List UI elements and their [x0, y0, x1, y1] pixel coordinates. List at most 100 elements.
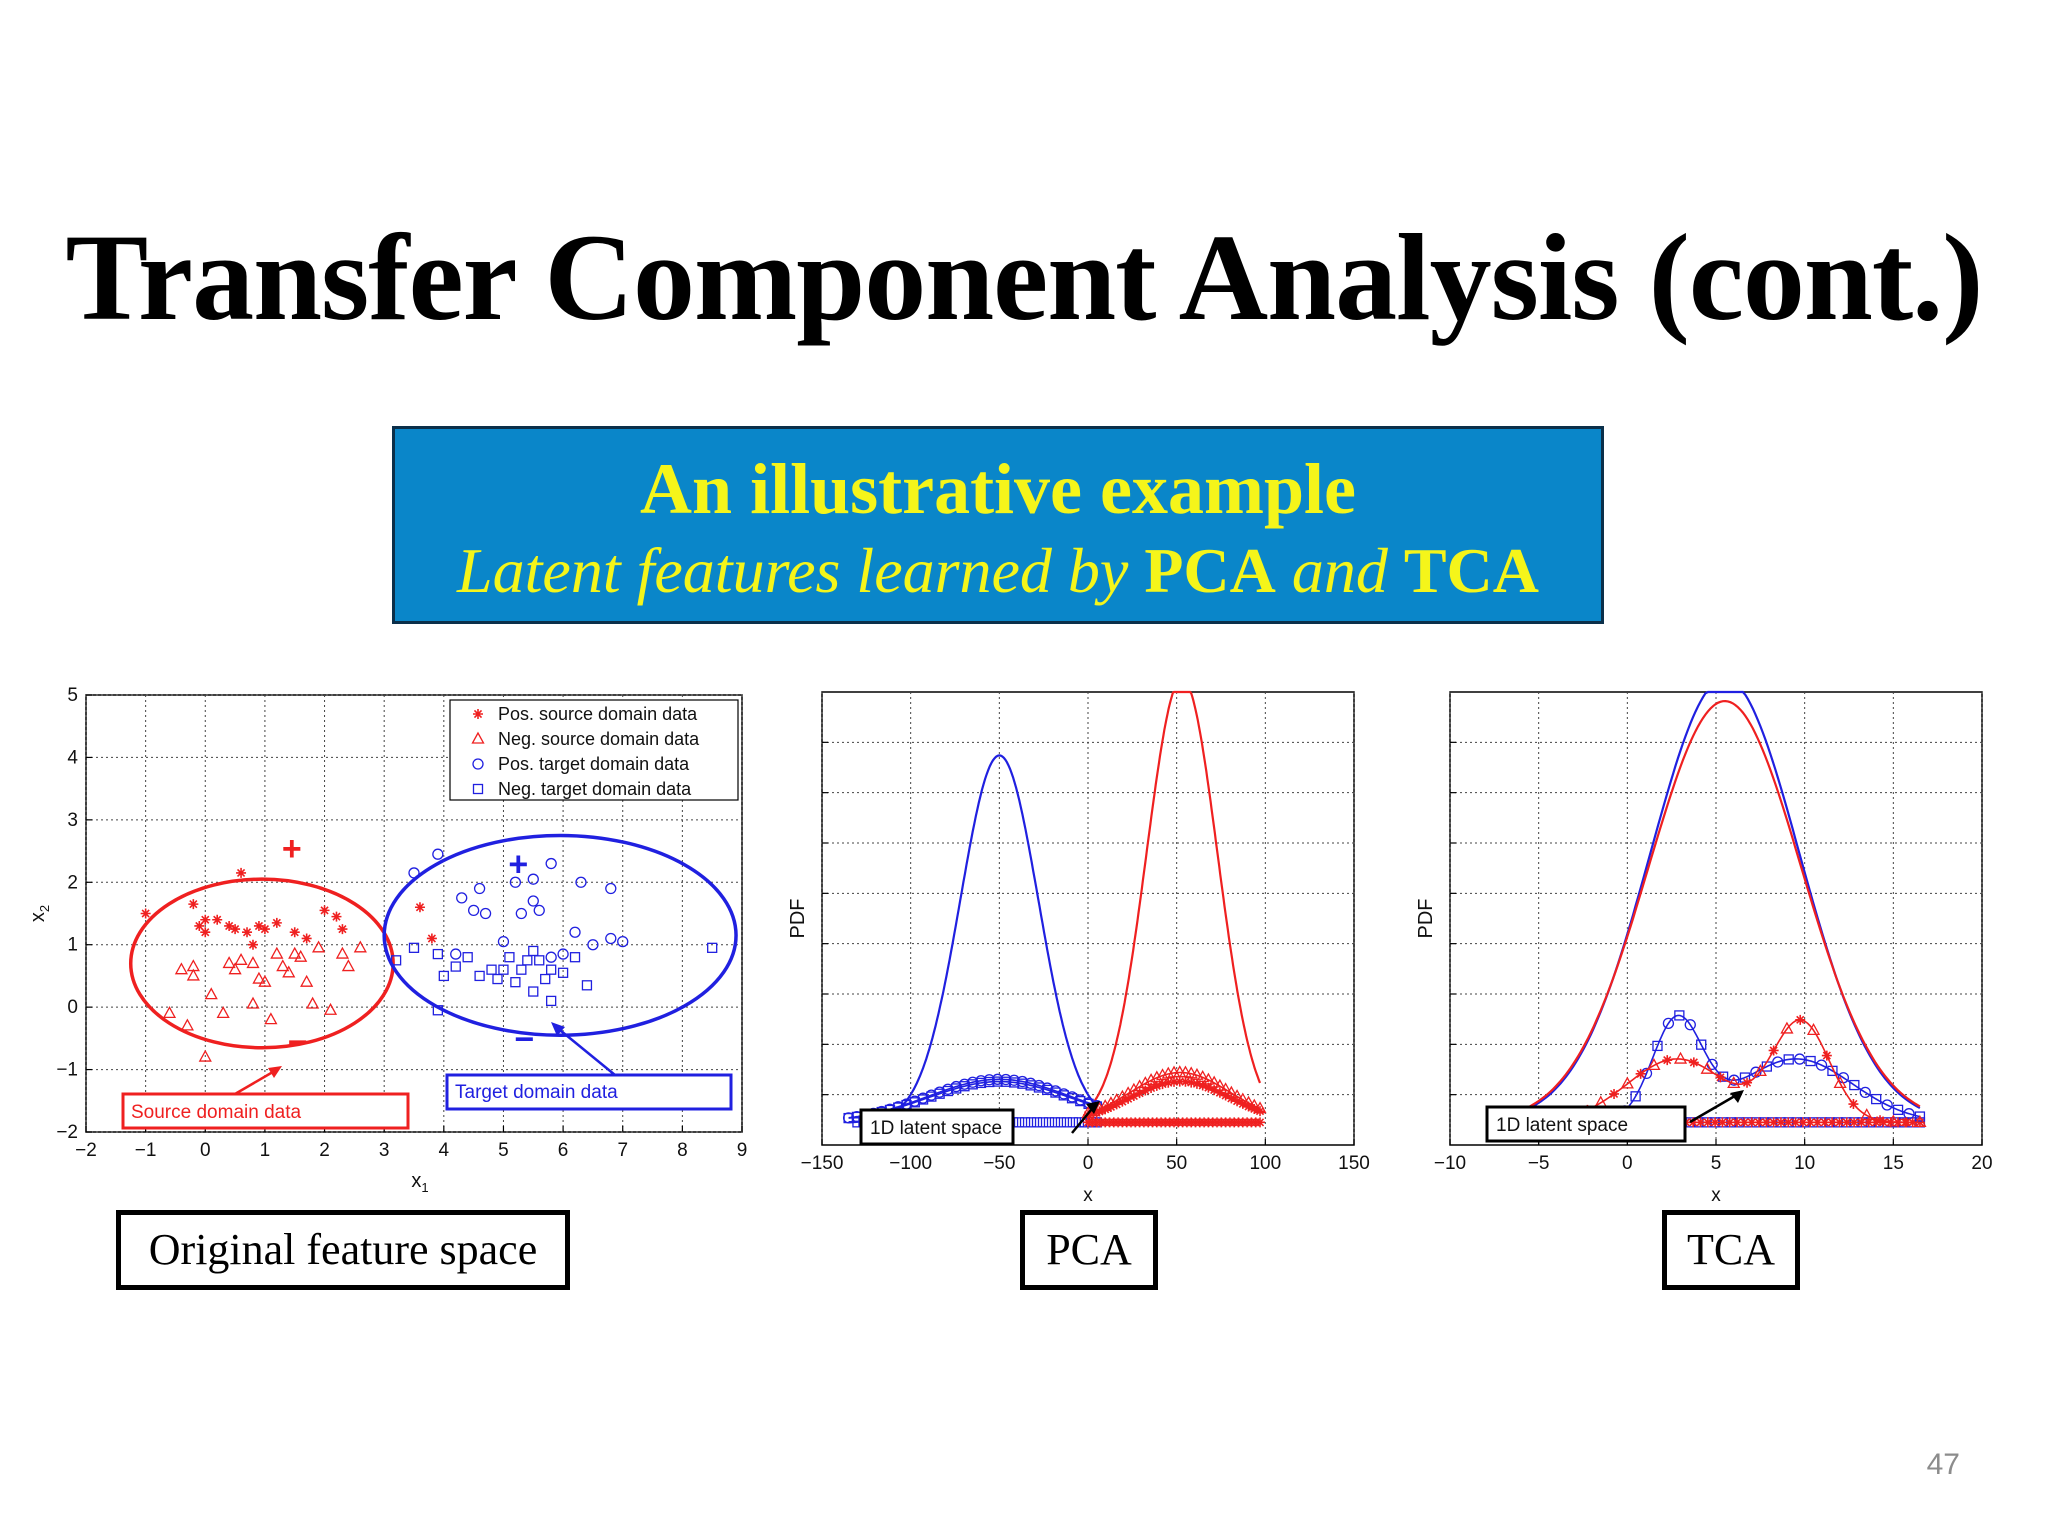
scatter-point: [270, 946, 284, 959]
series-group: [162, 940, 367, 1062]
latent-rug-point: [1812, 1117, 1823, 1128]
page-number: 47: [1926, 1448, 1960, 1481]
x-tick-label: 50: [1166, 1153, 1187, 1174]
y-axis-label: PDF: [787, 899, 809, 939]
x-tick-label: 4: [439, 1140, 450, 1161]
pdf-marker: [1903, 1108, 1915, 1120]
scatter-point: [515, 907, 527, 920]
scatter-point: [247, 939, 258, 950]
latent-rug-point: [1775, 1117, 1786, 1128]
scatter-point: [253, 920, 264, 931]
latent-rug-point: [1724, 1117, 1735, 1128]
legend-marker: [471, 731, 485, 744]
slide-title: Transfer Component Analysis (cont.): [65, 209, 1984, 346]
pdf-marker: [1673, 1051, 1688, 1064]
scatter-point: [335, 946, 350, 959]
pdf-marker: [1105, 1101, 1116, 1112]
pdf-marker: [1630, 1091, 1641, 1102]
x-tick-label: 5: [498, 1140, 509, 1161]
pdf-marker: [1191, 1078, 1202, 1089]
pdf-marker: [1197, 1080, 1208, 1091]
latent-rug-point: [1019, 1117, 1031, 1128]
pdf-marker: [1203, 1082, 1214, 1093]
pdf-marker: [1793, 1053, 1806, 1065]
scatter-point: [337, 924, 348, 935]
scatter-point: [486, 964, 497, 975]
pdf-marker: [1163, 1077, 1174, 1088]
scatter-point: [474, 970, 485, 982]
pdf-marker: [1772, 1056, 1784, 1068]
banner-subtitle-tca: TCA: [1403, 535, 1539, 606]
pdf-marker: [1255, 1106, 1266, 1117]
pdf-marker: [942, 1083, 954, 1095]
pdf-marker: [1652, 1040, 1663, 1052]
scatter-point: [174, 962, 189, 975]
pdf-marker: [1768, 1045, 1779, 1056]
scatter-point: [528, 986, 539, 997]
scatter-point: [259, 924, 270, 935]
scatter-point: [557, 948, 569, 960]
target-callout-arrowhead: [551, 1022, 565, 1036]
scatter-point: [234, 952, 248, 965]
scatter-point: [222, 956, 236, 969]
pdf-marker: [1849, 1079, 1860, 1091]
pdf-marker: [1100, 1104, 1111, 1115]
scatter-point: [194, 920, 205, 931]
x-axis-label: x1: [411, 1170, 428, 1195]
latent-rug-point: [1255, 1117, 1266, 1128]
pdf-marker: [1886, 1114, 1900, 1127]
source-callout-arrow: [234, 1067, 279, 1096]
scatter-point: [353, 940, 367, 953]
source-callout-label: Source domain data: [131, 1102, 301, 1123]
scatter-point: [408, 867, 420, 879]
pdf-marker: [1795, 1014, 1806, 1025]
scatter-point: [516, 964, 527, 975]
scatter-point: [271, 917, 282, 928]
latent-rug-point: [1025, 1117, 1037, 1128]
x-tick-label: 6: [558, 1140, 569, 1161]
pdf-marker: [1860, 1108, 1874, 1121]
scatter-point: [528, 945, 539, 957]
scatter-point: [408, 942, 420, 953]
pdf-marker: [1016, 1075, 1029, 1088]
scatter-point: [230, 924, 241, 935]
banner-subtitle-pca: PCA: [1144, 535, 1276, 606]
scatter-point: [473, 882, 486, 895]
scatter-point: [534, 955, 545, 966]
x-tick-label: 20: [1971, 1153, 1992, 1174]
source-callout-arrowhead: [268, 1066, 282, 1078]
source-callout-box: [121, 1092, 410, 1130]
pdf-marker: [1700, 1061, 1714, 1074]
pdf-marker: [1848, 1099, 1859, 1110]
latent-rug-point: [1834, 1117, 1845, 1128]
scatter-point: [414, 902, 425, 913]
pdf-marker: [1178, 1065, 1193, 1078]
scatter-point: [186, 959, 200, 972]
scatter-point: [323, 1002, 338, 1015]
banner-heading: An illustrative example: [640, 449, 1356, 529]
cluster-sign-label: +: [282, 830, 302, 868]
scatter-point: [438, 970, 449, 982]
pdf-marker: [1609, 1088, 1620, 1099]
pdf-marker: [1674, 1010, 1685, 1021]
scatter-point: [246, 996, 260, 1009]
x-axis-label: x: [1083, 1185, 1093, 1206]
pdf-marker: [1892, 1104, 1904, 1115]
pdf-marker: [958, 1078, 971, 1090]
scatter-point: [186, 968, 200, 981]
pdf-marker: [1157, 1079, 1168, 1090]
scatter-point: [462, 952, 473, 963]
x-tick-label: −10: [1434, 1153, 1466, 1174]
pdf-marker: [1913, 1114, 1927, 1127]
y-tick-label: 3: [67, 810, 78, 831]
pdf-marker: [1684, 1019, 1696, 1031]
scatter-point: [311, 940, 326, 953]
pdf-marker: [1249, 1103, 1260, 1114]
latent-rug-group: [1083, 1117, 1266, 1128]
x-tick-label: −2: [75, 1140, 97, 1161]
pdf-marker: [1146, 1083, 1157, 1094]
scatter-point: [545, 951, 557, 963]
scatter-point: [504, 952, 515, 963]
scatter-point: [162, 1006, 177, 1019]
latent-rug-point: [1049, 1117, 1061, 1128]
